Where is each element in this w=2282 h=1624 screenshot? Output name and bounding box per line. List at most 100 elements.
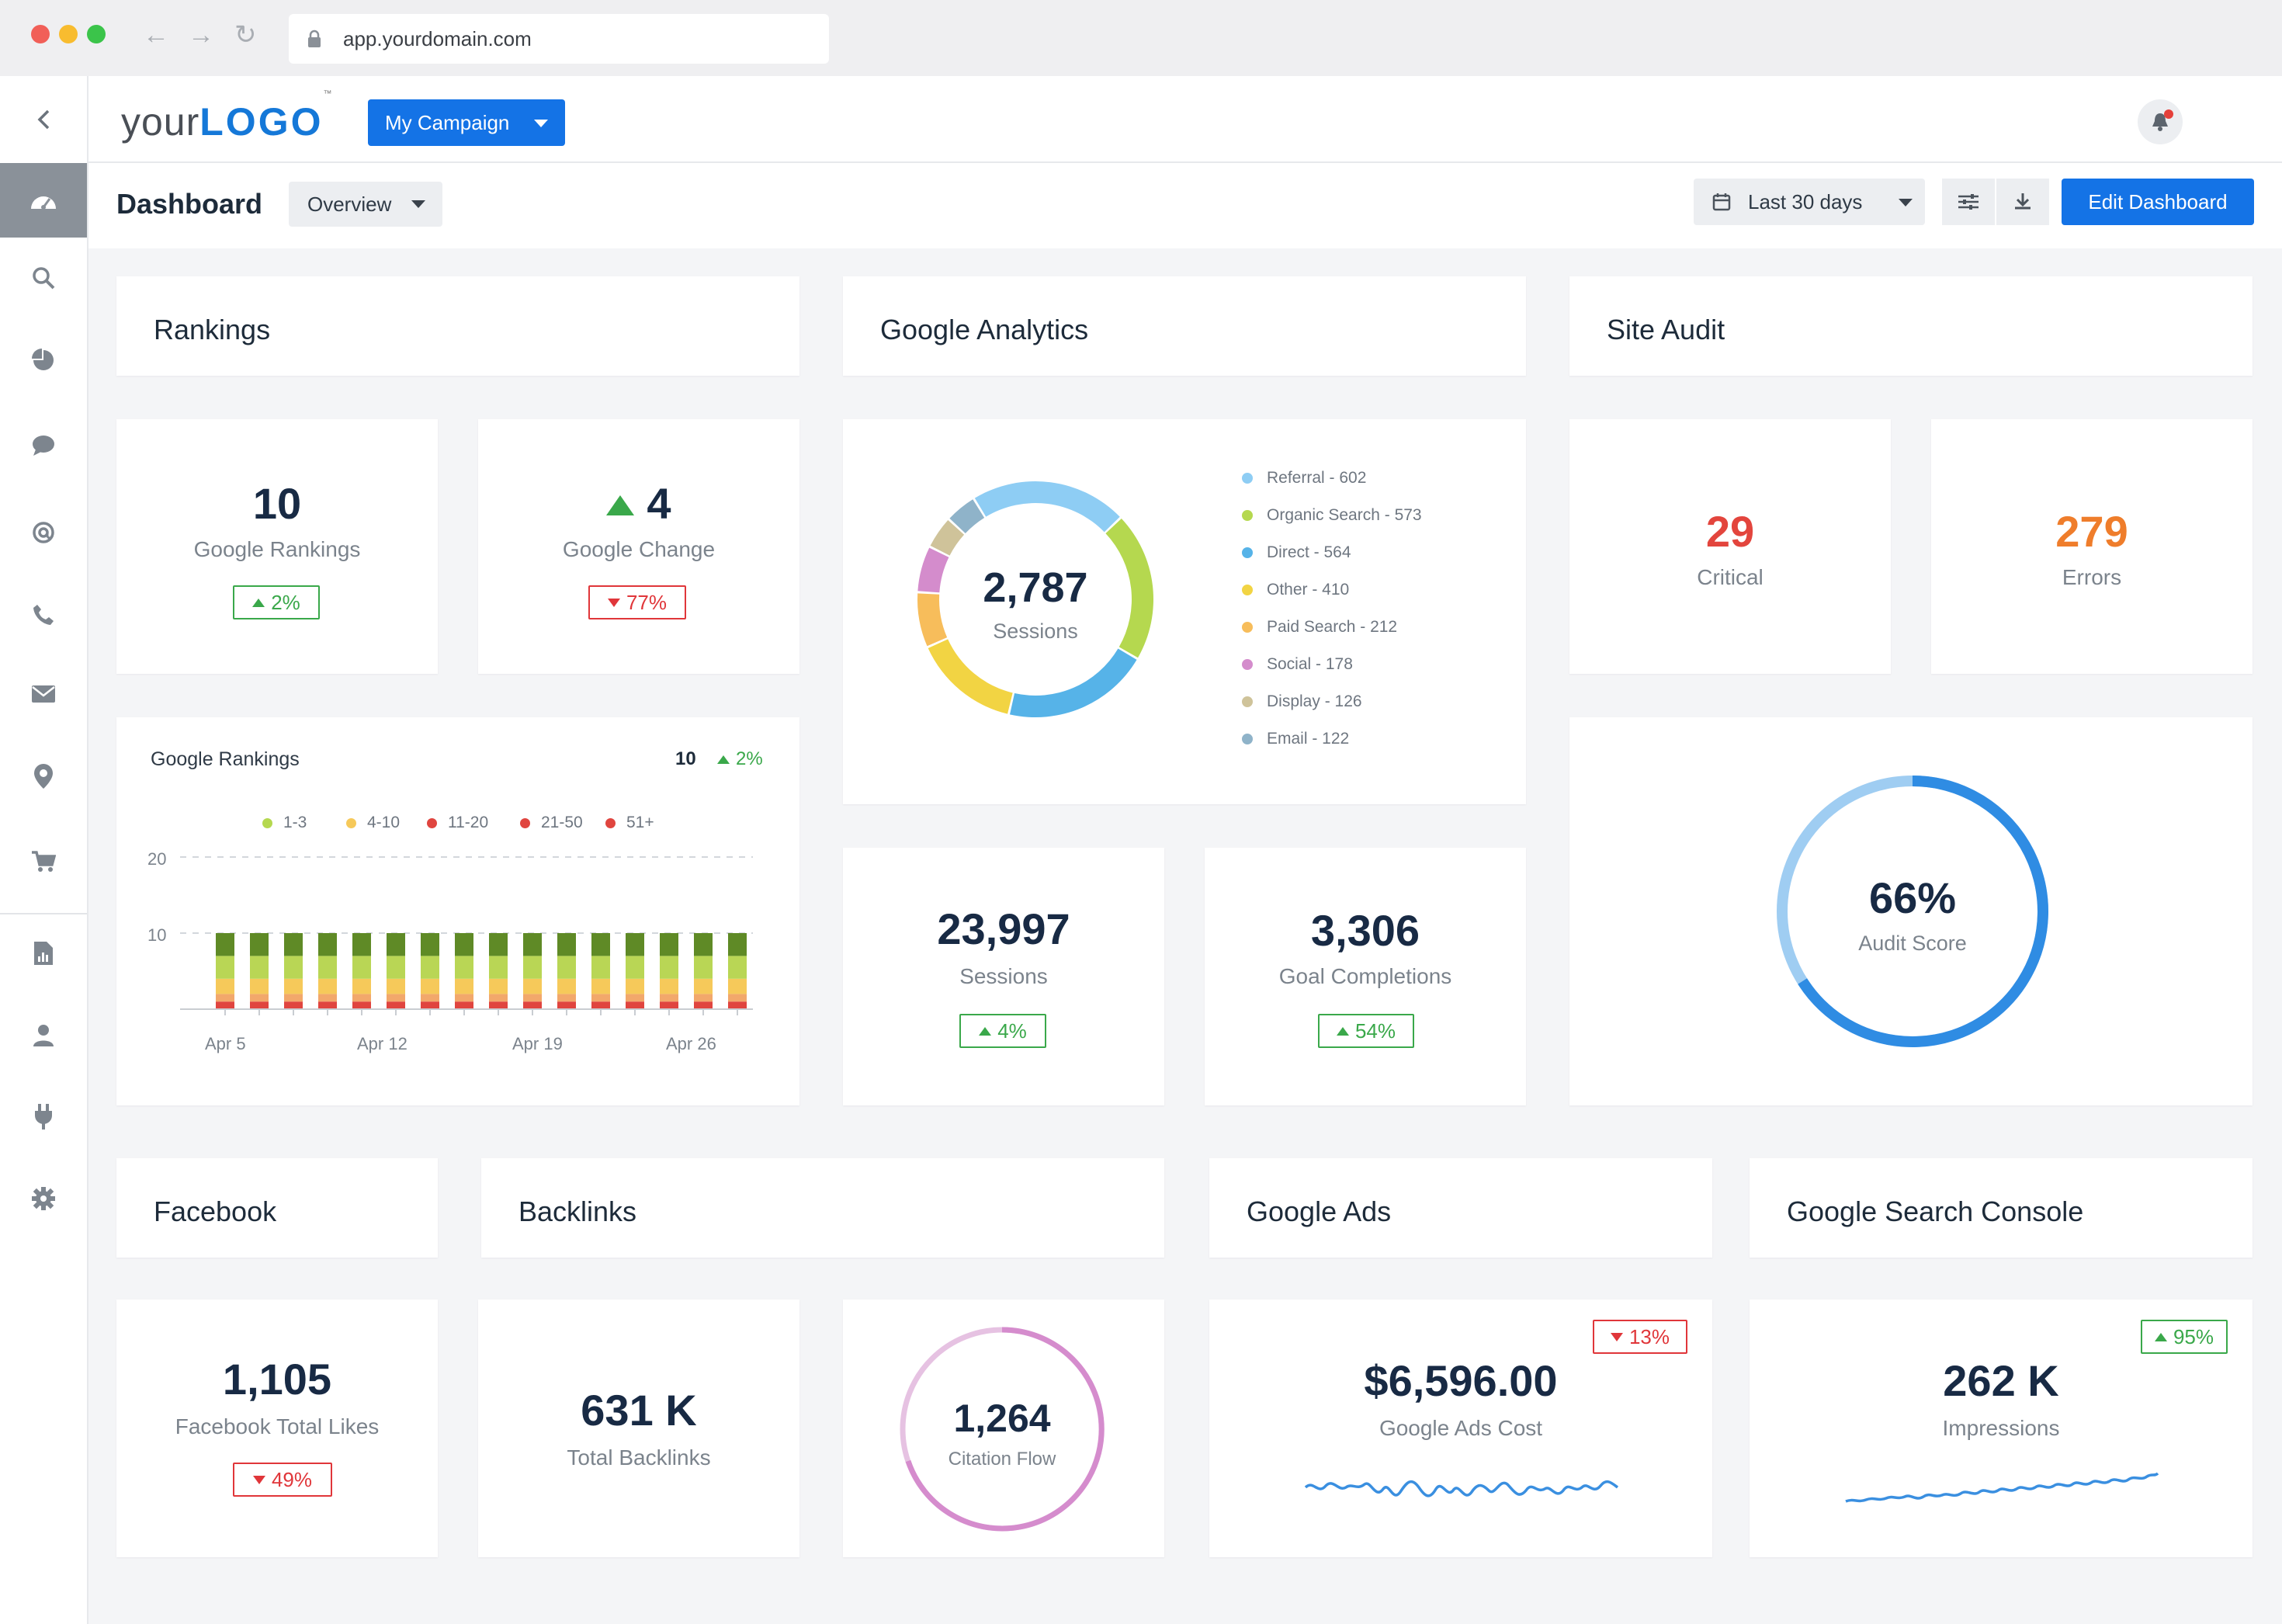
bar-segment: [318, 1001, 337, 1009]
donut-legend-item: Paid Search - 212: [1242, 618, 1397, 637]
shopping-cart-icon: [32, 851, 56, 872]
section-header-search-console: Google Search Console: [1750, 1158, 2253, 1258]
delta-badge: 4%: [959, 1014, 1046, 1048]
total-backlinks-card[interactable]: 631 K Total Backlinks: [478, 1300, 799, 1557]
bar-segment: [728, 1001, 747, 1009]
bar-segment: [421, 933, 439, 956]
bar-segment: [660, 933, 678, 956]
bar-segment: [489, 933, 508, 956]
citation-flow-ring: [900, 1327, 1105, 1532]
legend-label: Direct - 564: [1267, 543, 1351, 561]
donut-total: 2,787: [983, 564, 1088, 611]
edit-dashboard-button[interactable]: Edit Dashboard: [2062, 179, 2254, 225]
donut-slice: [949, 499, 985, 533]
maximize-window-dot[interactable]: [87, 25, 106, 43]
legend-dot: [346, 817, 356, 828]
pie-chart-icon: [32, 349, 54, 370]
search-icon: [33, 267, 55, 290]
notifications-button[interactable]: [2138, 99, 2183, 144]
sidebar-item-reports[interactable]: [0, 916, 87, 991]
sessions-card[interactable]: 23,997 Sessions 4%: [843, 848, 1164, 1105]
google-rankings-card[interactable]: 10 Google Rankings 2%: [116, 419, 438, 674]
forward-arrow-icon[interactable]: →: [188, 20, 214, 50]
donut-legend-item: Referral - 602: [1242, 469, 1366, 488]
section-title: Google Ads: [1247, 1195, 1392, 1227]
logo-brand: LOGO: [199, 100, 324, 144]
bar-segment: [216, 978, 234, 994]
legend-label: Social - 178: [1267, 655, 1353, 673]
minimize-window-dot[interactable]: [59, 25, 78, 43]
errors-card[interactable]: 279 Errors: [1931, 419, 2253, 674]
bar-segment: [455, 933, 473, 956]
bar-segment: [523, 933, 542, 956]
sidebar-item-calls[interactable]: [0, 578, 87, 652]
section-header-analytics: Google Analytics: [843, 276, 1526, 376]
bar-segment: [489, 978, 508, 994]
delta-value: 4%: [997, 1018, 1027, 1043]
legend-label: Email - 122: [1267, 730, 1350, 748]
sidebar-item-search[interactable]: [0, 241, 87, 315]
reload-icon[interactable]: ↻: [234, 20, 257, 50]
delta-value: 49%: [271, 1467, 313, 1491]
bar-segment: [387, 978, 405, 994]
goal-completions-card[interactable]: 3,306 Goal Completions 54%: [1205, 848, 1526, 1105]
brand-logo[interactable]: yourLOGO™: [121, 89, 332, 144]
lock-icon: [308, 29, 321, 47]
campaign-selector[interactable]: My Campaign: [368, 99, 565, 146]
sidebar-item-messages[interactable]: [0, 408, 87, 483]
bar-segment: [250, 933, 269, 956]
y-tick-label: 10: [147, 925, 167, 945]
sidebar-item-users[interactable]: [0, 998, 87, 1073]
sidebar-item-settings[interactable]: [0, 1161, 87, 1236]
arrow-up-icon: [979, 1026, 992, 1036]
section-title: Backlinks: [518, 1195, 637, 1227]
sidebar-item-locations[interactable]: [0, 739, 87, 814]
impressions-card[interactable]: 95% 262 K Impressions: [1750, 1300, 2253, 1557]
x-tick-label: Apr 5: [205, 1034, 246, 1053]
close-window-dot[interactable]: [31, 25, 50, 43]
bar-segment: [284, 933, 303, 956]
google-change-card[interactable]: 4 Google Change 77%: [478, 419, 799, 674]
bar-segment: [626, 1001, 644, 1009]
address-bar[interactable]: app.yourdomain.com: [289, 14, 829, 64]
arrow-up-icon: [1336, 1026, 1349, 1036]
y-tick-label: 20: [147, 849, 167, 869]
caret-down-icon: [1899, 199, 1913, 206]
delta-badge: 13%: [1593, 1320, 1687, 1354]
delta-value: 2%: [736, 748, 763, 769]
metric-value: 1,264: [953, 1397, 1051, 1440]
back-arrow-icon[interactable]: ←: [143, 20, 169, 50]
section-header-audit: Site Audit: [1569, 276, 2253, 376]
section-header-facebook: Facebook: [116, 1158, 438, 1258]
sidebar-item-analytics[interactable]: [0, 323, 87, 397]
legend-item: 4-10: [346, 814, 400, 832]
legend-dot: [1242, 659, 1253, 670]
filter-settings-button[interactable]: [1942, 179, 1995, 225]
download-button[interactable]: [1996, 179, 2049, 225]
critical-issues-card[interactable]: 29 Critical: [1569, 419, 1891, 674]
bar-segment: [352, 933, 371, 956]
audit-score-card[interactable]: 66% Audit Score: [1569, 717, 2253, 1105]
sidebar-item-email[interactable]: [0, 657, 87, 731]
sidebar-item-integrations[interactable]: [0, 1079, 87, 1154]
view-selector[interactable]: Overview: [289, 182, 442, 227]
bar-segment: [728, 994, 747, 1002]
sidebar-item-dashboard[interactable]: [0, 163, 87, 238]
google-ads-cost-card[interactable]: 13% $6,596.00 Google Ads Cost: [1209, 1300, 1712, 1557]
facebook-likes-card[interactable]: 1,105 Facebook Total Likes 49%: [116, 1300, 438, 1557]
date-range-selector[interactable]: Last 30 days: [1694, 179, 1925, 225]
sidebar-item-mentions[interactable]: [0, 495, 87, 570]
dashboard-toolbar: Dashboard Overview Last 30 days Edit Das…: [88, 163, 2282, 248]
donut-slice: [974, 481, 1120, 533]
bar-segment: [421, 1001, 439, 1009]
legend-item: 11-20: [427, 814, 488, 832]
legend-label: 1-3: [283, 814, 307, 831]
citation-flow-card[interactable]: 1,264 Citation Flow: [843, 1300, 1164, 1557]
donut-slice: [917, 547, 949, 593]
metric-value: 23,997: [937, 904, 1070, 953]
metric-label: Citation Flow: [948, 1449, 1056, 1470]
collapse-sidebar-button[interactable]: [0, 82, 87, 157]
sidebar-item-ecommerce[interactable]: [0, 824, 87, 899]
legend-label: Organic Search - 573: [1267, 506, 1422, 524]
bar-segment: [318, 994, 337, 1002]
